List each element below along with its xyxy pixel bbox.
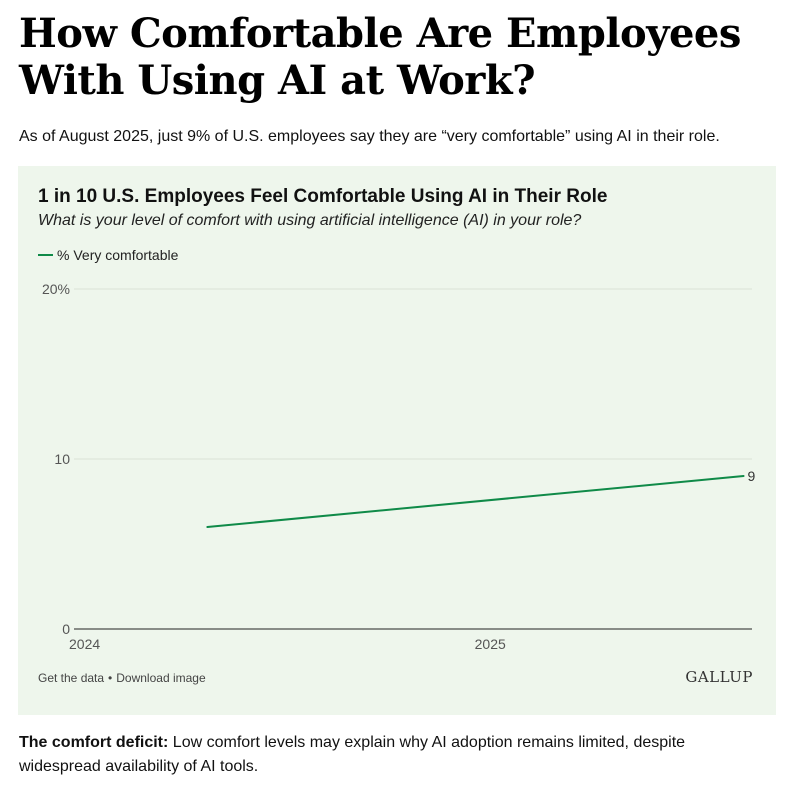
y-tick-label: 20% — [42, 281, 70, 297]
series-line — [207, 475, 744, 528]
chart-footer-links: Get the data • Download image — [38, 671, 206, 685]
chart-subtitle: What is your level of comfort with using… — [38, 212, 582, 229]
chart-legend: % Very comfortable — [38, 247, 178, 263]
bottom-text-lead: The comfort deficit: — [19, 734, 169, 751]
gallup-logo: GALLUP — [685, 668, 753, 686]
bottom-text-body: Low comfort levels may explain why AI ad… — [19, 734, 686, 775]
data-label: 9 — [748, 468, 756, 484]
y-tick-label: 10 — [54, 451, 70, 467]
chart-panel: 1 in 10 U.S. Employees Feel Comfortable … — [18, 166, 776, 715]
x-tick-label: 2024 — [69, 636, 100, 652]
headline-line-1: How Comfortable Are Employees — [19, 10, 741, 57]
get-the-data-link[interactable]: Get the data — [38, 671, 105, 685]
download-image-link[interactable]: Download image — [116, 671, 206, 685]
headline: How Comfortable Are Employees With Using… — [19, 10, 769, 104]
y-tick-label: 0 — [62, 621, 70, 637]
x-tick-label: 2025 — [475, 636, 506, 652]
legend-swatch — [38, 254, 53, 256]
bottom-text: The comfort deficit: Low comfort levels … — [19, 731, 759, 779]
legend-label: % Very comfortable — [57, 247, 179, 263]
chart-title: 1 in 10 U.S. Employees Feel Comfortable … — [38, 186, 608, 207]
headline-line-2: With Using AI at Work? — [19, 57, 536, 104]
data-point — [742, 475, 745, 477]
footer-separator: • — [108, 671, 113, 685]
subhead: As of August 2025, just 9% of U.S. emplo… — [19, 128, 720, 145]
data-point — [206, 526, 209, 528]
